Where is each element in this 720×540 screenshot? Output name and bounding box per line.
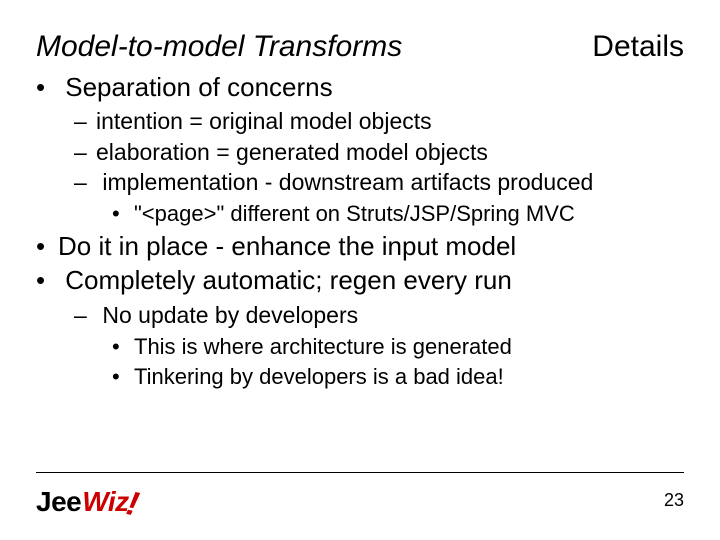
bullet-1-sublist: intention = original model objects elabo… bbox=[58, 106, 684, 229]
bullet-3: Completely automatic; regen every run No… bbox=[58, 263, 684, 391]
logo-text-wiz: Wiz bbox=[82, 486, 128, 518]
page-number: 23 bbox=[664, 490, 684, 511]
bullet-3-sub-1a: This is where architecture is generated bbox=[134, 332, 684, 362]
bullet-3-sub-1-list: This is where architecture is generated … bbox=[96, 332, 684, 391]
bullet-list: Separation of concerns intention = origi… bbox=[36, 70, 684, 391]
bullet-1-sub-2: elaboration = generated model objects bbox=[96, 137, 684, 167]
bullet-1-sub-3-list: "<page>" different on Struts/JSP/Spring … bbox=[96, 199, 684, 229]
slide-title: Model-to-model Transforms bbox=[36, 30, 402, 64]
bullet-1-sub-3-text: implementation - downstream artifacts pr… bbox=[102, 169, 593, 195]
slide-corner-label: Details bbox=[592, 30, 684, 64]
bullet-3-sub-1: No update by developers This is where ar… bbox=[96, 300, 684, 392]
bullet-1: Separation of concerns intention = origi… bbox=[58, 70, 684, 229]
footer-rule bbox=[36, 472, 684, 473]
bullet-2: Do it in place - enhance the input model bbox=[58, 229, 684, 263]
bullet-1-text: Separation of concerns bbox=[65, 72, 332, 102]
bullet-1-sub-1: intention = original model objects bbox=[96, 106, 684, 136]
slide: Model-to-model Transforms Details Separa… bbox=[0, 0, 720, 540]
bullet-3-sub-1b: Tinkering by developers is a bad idea! bbox=[134, 362, 684, 392]
bullet-1-sub-3: implementation - downstream artifacts pr… bbox=[96, 167, 684, 229]
bullet-3-sub-1-text: No update by developers bbox=[102, 302, 358, 328]
bullet-3-text: Completely automatic; regen every run bbox=[65, 265, 512, 295]
slide-footer: Jee Wiz ! 23 bbox=[36, 472, 684, 520]
jeewiz-logo: Jee Wiz ! bbox=[36, 481, 140, 520]
bullet-1-sub-3a: "<page>" different on Struts/JSP/Spring … bbox=[134, 199, 684, 229]
logo-text-jee: Jee bbox=[36, 486, 81, 518]
footer-row: Jee Wiz ! 23 bbox=[36, 481, 684, 520]
slide-header: Model-to-model Transforms Details bbox=[36, 30, 684, 64]
bullet-3-sublist: No update by developers This is where ar… bbox=[58, 300, 684, 392]
